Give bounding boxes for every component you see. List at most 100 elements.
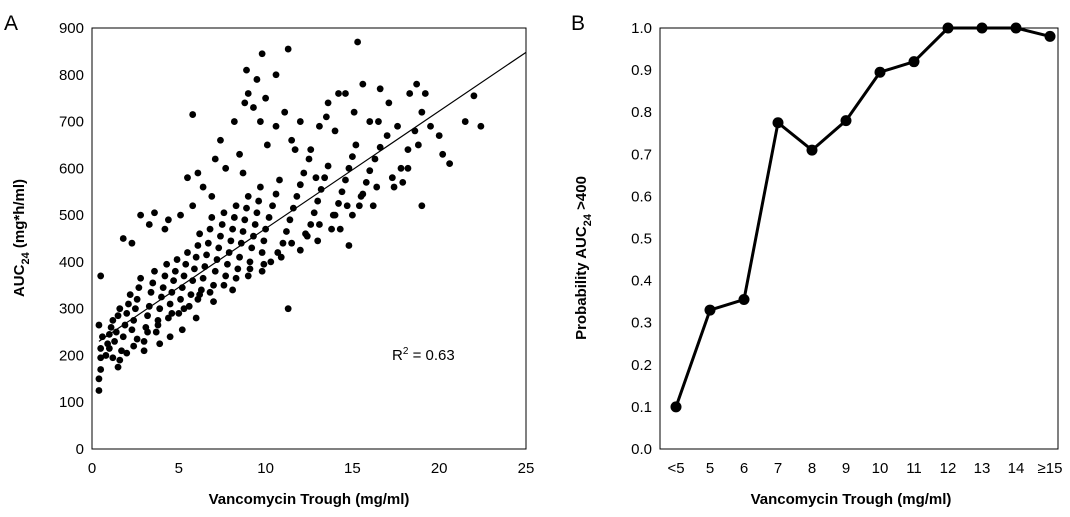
x-tick-label: 7 <box>774 460 782 477</box>
scatter-point <box>220 281 228 289</box>
scatter-point <box>232 274 240 282</box>
y-tick-label: 400 <box>59 254 84 271</box>
scatter-point <box>133 335 141 343</box>
scatter-point <box>276 176 283 184</box>
scatter-point <box>230 214 238 221</box>
scatter-point <box>369 202 377 210</box>
scatter-point <box>192 253 200 261</box>
scatter-point <box>201 263 209 270</box>
x-tick-label: 25 <box>518 460 535 477</box>
scatter-point <box>307 221 315 228</box>
scatter-point <box>427 122 434 130</box>
scatter-point <box>324 99 332 107</box>
scatter-point <box>274 249 282 256</box>
scatter-point <box>342 176 349 184</box>
probability-marker <box>704 304 716 316</box>
probability-marker <box>772 117 784 129</box>
scatter-point <box>321 174 329 182</box>
scatter-point <box>241 99 249 107</box>
scatter-point <box>206 225 214 233</box>
scatter-point <box>248 244 256 252</box>
scatter-point <box>255 197 263 205</box>
scatter-point <box>262 94 269 102</box>
scatter-point <box>239 169 247 177</box>
scatter-point <box>187 291 195 299</box>
scatter-point <box>281 108 289 116</box>
scatter-point <box>210 298 217 306</box>
scatter-point <box>253 76 261 83</box>
scatter-point <box>265 214 273 221</box>
y-axis-label-a: AUC24 (mg*h/ml) <box>11 179 32 297</box>
probability-line <box>674 26 1051 408</box>
scatter-point <box>191 265 198 273</box>
scatter-point <box>296 246 304 254</box>
scatter-point <box>335 90 342 97</box>
y-tick-label: 0.2 <box>631 357 652 374</box>
scatter-point <box>336 225 344 233</box>
scatter-point <box>414 141 422 149</box>
scatter-point <box>335 200 342 207</box>
scatter-point <box>307 146 315 154</box>
scatter-point <box>119 333 127 341</box>
probability-marker <box>874 66 886 78</box>
y-tick-label: 0.5 <box>631 231 652 248</box>
scatter-point <box>118 347 125 355</box>
scatter-point <box>418 108 426 116</box>
scatter-point <box>159 284 167 292</box>
scatter-point <box>168 309 176 317</box>
scatter-point <box>375 118 382 125</box>
r-squared-annotation: R2 = 0.63 <box>392 346 455 364</box>
scatter-point <box>376 85 384 93</box>
scatter-point <box>371 155 379 163</box>
scatter-point <box>182 260 190 268</box>
scatter-point <box>383 132 391 139</box>
scatter-point <box>154 321 162 329</box>
scatter-point <box>116 356 124 364</box>
scatter-point <box>217 232 224 240</box>
panel-b: B 0.0 0.1 0.2 0.3 0.4 0.5 0.6 0.7 0.8 0.9 1.0 <5 5 6… <box>571 12 1062 508</box>
scatter-point <box>234 265 242 273</box>
scatter-point <box>342 90 349 97</box>
scatter-point <box>166 333 174 341</box>
scatter-point <box>296 118 304 125</box>
x-axis-label-b: Vancomycin Trough (mg/ml) <box>751 491 952 508</box>
scatter-point <box>359 80 367 88</box>
scatter-point <box>260 260 268 268</box>
scatter-point <box>163 260 171 268</box>
x-tick-label: 20 <box>431 460 448 477</box>
probability-marker <box>738 294 750 306</box>
scatter-point <box>244 193 252 200</box>
scatter-point <box>236 150 243 158</box>
x-tick-label: 11 <box>906 460 922 477</box>
scatter-point <box>305 155 313 163</box>
probability-marker <box>1010 22 1022 34</box>
y-tick-label: 0.0 <box>631 441 652 458</box>
scatter-point <box>194 295 202 303</box>
scatter-point <box>461 118 469 125</box>
scatter-point <box>133 295 141 303</box>
scatter-point <box>439 150 447 158</box>
scatter-point <box>435 132 443 139</box>
scatter-point <box>178 326 186 334</box>
scatter-point <box>177 211 184 219</box>
probability-marker <box>976 22 988 34</box>
x-tick-label: 5 <box>175 460 183 477</box>
scatter-point <box>229 286 237 294</box>
scatter-point <box>229 225 237 233</box>
scatter-point <box>390 183 398 191</box>
scatter-point <box>210 281 217 289</box>
scatter-point <box>272 190 280 198</box>
y-tick-label: 600 <box>59 160 84 177</box>
y-tick-label: 0 <box>76 441 84 458</box>
scatter-point <box>184 174 191 182</box>
scatter-point <box>144 328 151 336</box>
scatter-point <box>95 375 103 383</box>
scatter-point <box>95 321 103 329</box>
plot-area-a <box>91 27 527 450</box>
scatter-point <box>277 253 285 261</box>
scatter-point <box>244 90 252 97</box>
scatter-point <box>243 66 250 74</box>
scatter-point <box>302 230 309 238</box>
panel-a-letter: A <box>4 12 18 35</box>
scatter-point <box>208 193 216 200</box>
